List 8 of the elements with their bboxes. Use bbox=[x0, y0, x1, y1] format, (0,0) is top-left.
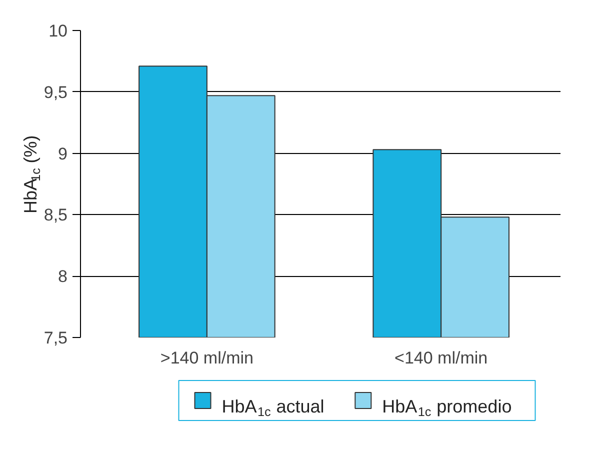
x-tick-label: <140 ml/min bbox=[394, 348, 488, 368]
x-tick-label: >140 ml/min bbox=[160, 348, 254, 368]
y-tick-label: 9 bbox=[58, 144, 68, 164]
y-tick-label: 8,5 bbox=[44, 206, 68, 225]
y-tick-label: 8 bbox=[58, 267, 68, 286]
y-tick-label: 10 bbox=[48, 22, 68, 40]
y-tick-label: 9,5 bbox=[44, 82, 68, 102]
y-tick-label: 7,5 bbox=[44, 328, 68, 348]
